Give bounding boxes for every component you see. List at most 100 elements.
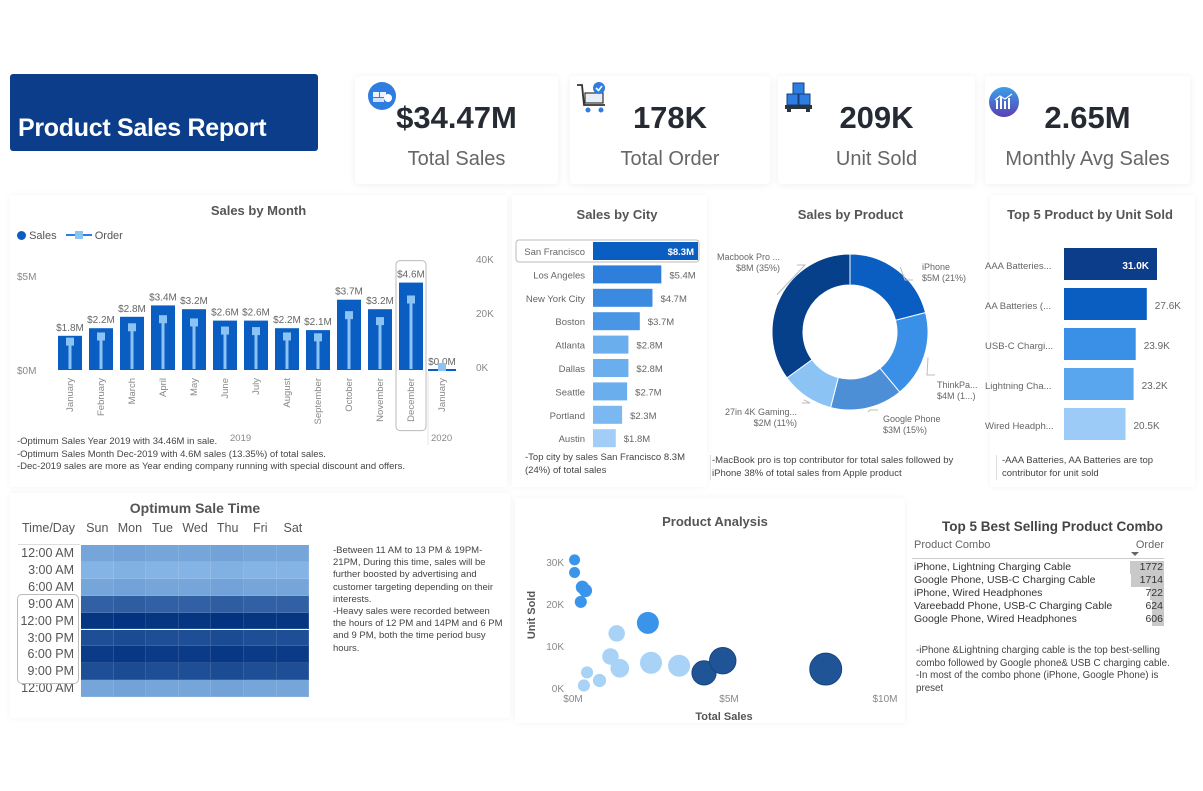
order-marker	[438, 363, 446, 371]
combo-table-row[interactable]: iPhone, Lightning Charging Cable 1772	[912, 561, 1164, 574]
heatmap-cell[interactable]	[276, 545, 310, 562]
x-axis-month-label: February	[96, 378, 107, 416]
heatmap-cell[interactable]	[178, 578, 212, 596]
heatmap-cell[interactable]	[244, 663, 277, 681]
heatmap-cell[interactable]	[113, 578, 147, 596]
heatmap-cell[interactable]	[113, 663, 147, 681]
heatmap-cell[interactable]	[244, 612, 277, 630]
heatmap-cell[interactable]	[81, 612, 114, 630]
heatmap-cell[interactable]	[244, 629, 277, 647]
heatmap-cell[interactable]	[276, 595, 310, 613]
slice-label: iPhone	[922, 262, 950, 272]
sales-data-label: $2.6M	[242, 308, 270, 319]
heatmap-time-label: 12:00 PM	[20, 613, 74, 628]
heatmap-cell[interactable]	[113, 680, 147, 698]
x-axis-month-label: June	[220, 378, 231, 399]
heatmap-cell[interactable]	[113, 629, 147, 647]
heatmap-cell[interactable]	[244, 680, 277, 698]
heatmap-cell[interactable]	[178, 612, 212, 630]
combo-table-row[interactable]: Vareebadd Phone, USB-C Charging Cable 624	[912, 600, 1164, 613]
sales-data-label: $2.1M	[304, 317, 332, 328]
heatmap-cell[interactable]	[146, 595, 179, 613]
heatmap-cell[interactable]	[244, 595, 277, 613]
heatmap-cell[interactable]	[146, 663, 179, 681]
heatmap-cell[interactable]	[146, 612, 179, 630]
heatmap-cell[interactable]	[178, 545, 212, 562]
legend-sales-marker	[17, 231, 26, 240]
heatmap-cell[interactable]	[81, 646, 114, 664]
combo-table-row[interactable]: Google Phone, USB-C Charging Cable 1714	[912, 574, 1164, 587]
kpi-card-monthly-avg[interactable]: 2.65M Monthly Avg Sales	[985, 76, 1190, 184]
table-header-divider	[912, 558, 1164, 559]
heatmap-cell[interactable]	[211, 612, 244, 630]
heatmap-cell[interactable]	[81, 545, 114, 562]
heatmap-cell[interactable]	[113, 612, 147, 630]
heatmap-cell[interactable]	[81, 578, 114, 596]
city-value-label: $2.8M	[636, 364, 662, 375]
heatmap-cell[interactable]	[276, 561, 310, 579]
heatmap-cell[interactable]	[81, 561, 114, 579]
combo-table-row[interactable]: iPhone, Wired Headphones 722	[912, 587, 1164, 600]
x-axis-month-label: October	[344, 378, 355, 412]
heatmap-cell[interactable]	[211, 629, 244, 647]
heatmap-cell[interactable]	[113, 545, 147, 562]
order-marker	[252, 327, 260, 336]
scatter-point	[636, 611, 659, 634]
heatmap-cell[interactable]	[113, 595, 147, 613]
heatmap-cell[interactable]	[211, 646, 244, 664]
heatmap-cell[interactable]	[178, 595, 212, 613]
heatmap-cell[interactable]	[276, 629, 310, 647]
heatmap-cell[interactable]	[211, 578, 244, 596]
heatmap-cell[interactable]	[276, 663, 310, 681]
heatmap-time-label: 12:00 AM	[21, 681, 74, 696]
heatmap-cell[interactable]	[244, 646, 277, 664]
heatmap-cell[interactable]	[146, 646, 179, 664]
heatmap-cell[interactable]	[81, 680, 114, 698]
y-axis-title: Unit Sold	[526, 591, 538, 639]
heatmap-cell[interactable]	[178, 561, 212, 579]
combo-col-header-order[interactable]: Order	[1135, 539, 1164, 551]
heatmap-cell[interactable]	[276, 578, 310, 596]
city-value-label: $2.3M	[630, 411, 656, 422]
heatmap-cell[interactable]	[146, 578, 179, 596]
combo-order-cell: 606	[1145, 613, 1163, 625]
order-databar	[1131, 574, 1164, 587]
heatmap-cell[interactable]	[211, 545, 244, 562]
heatmap-cell[interactable]	[244, 578, 277, 596]
heatmap-cell[interactable]	[146, 629, 179, 647]
heatmap-cell[interactable]	[211, 663, 244, 681]
kpi-card-unit-sold[interactable]: 209K Unit Sold	[778, 76, 975, 184]
combo-col-header-product[interactable]: Product Combo	[914, 539, 991, 551]
heatmap-cell[interactable]	[178, 646, 212, 664]
heatmap-cell[interactable]	[178, 663, 212, 681]
sort-descending-icon[interactable]	[1131, 552, 1139, 556]
heatmap-cell[interactable]	[211, 595, 244, 613]
heatmap-cell[interactable]	[113, 561, 147, 579]
heatmap-cell[interactable]	[113, 646, 147, 664]
heatmap-cell[interactable]	[211, 680, 244, 698]
heatmap-cell[interactable]	[244, 545, 277, 562]
heatmap-cell[interactable]	[81, 629, 114, 647]
combo-table-row[interactable]: Google Phone, Wired Headphones 606	[912, 613, 1164, 626]
heatmap-cell[interactable]	[146, 545, 179, 562]
heatmap-cell[interactable]	[81, 663, 114, 681]
city-value-label: $4.7M	[660, 294, 686, 305]
heatmap-cell[interactable]	[178, 629, 212, 647]
heatmap-time-label: 3:00 AM	[28, 562, 74, 577]
heatmap-cell[interactable]	[276, 646, 310, 664]
slice-leader-line	[802, 399, 811, 404]
heatmap-cell[interactable]	[211, 561, 244, 579]
scatter-point	[608, 625, 625, 642]
heatmap-cell[interactable]	[146, 561, 179, 579]
heatmap-cell[interactable]	[81, 595, 114, 613]
heatmap-day-label: Tue	[151, 521, 174, 535]
heatmap-cell[interactable]	[178, 680, 212, 698]
heatmap-cell[interactable]	[276, 680, 310, 698]
scatter-point	[569, 554, 581, 566]
heatmap-cell[interactable]	[276, 612, 310, 630]
kpi-card-total-order[interactable]: 178K Total Order	[570, 76, 770, 184]
heatmap-cell[interactable]	[146, 680, 179, 698]
kpi-card-total-sales[interactable]: $34.47M Total Sales	[355, 76, 558, 184]
y-axis-right-tick: 40K	[476, 255, 494, 266]
heatmap-cell[interactable]	[244, 561, 277, 579]
